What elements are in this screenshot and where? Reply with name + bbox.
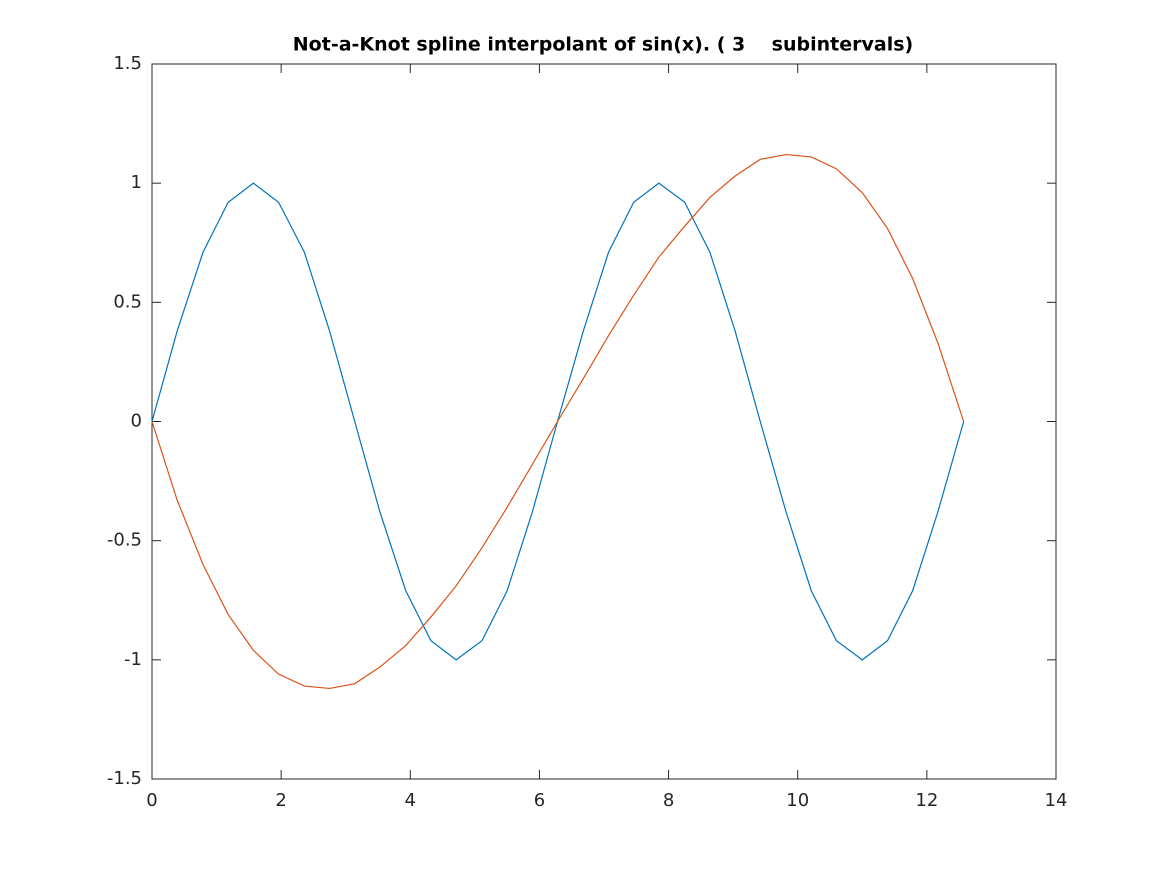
y-tick-label: 1 <box>131 172 142 193</box>
x-tick-label: 6 <box>534 790 545 811</box>
x-tick-label: 8 <box>663 790 674 811</box>
y-tick-label: -0.5 <box>107 530 142 551</box>
x-tick-label: 10 <box>786 790 809 811</box>
x-tick-label: 4 <box>405 790 416 811</box>
y-tick-label: 1.5 <box>113 53 142 74</box>
x-tick-label: 14 <box>1045 790 1068 811</box>
y-tick-label: -1.5 <box>107 768 142 789</box>
x-tick-label: 12 <box>915 790 938 811</box>
y-tick-label: -1 <box>124 649 142 670</box>
y-tick-label: 0.5 <box>113 291 142 312</box>
series-line <box>151 153 965 690</box>
plot-box <box>151 63 1057 780</box>
chart-title: Not-a-Knot spline interpolant of sin(x).… <box>293 34 913 56</box>
x-tick-label: 2 <box>275 790 286 811</box>
x-tick-label: 0 <box>146 790 157 811</box>
y-tick-label: 0 <box>131 411 142 432</box>
